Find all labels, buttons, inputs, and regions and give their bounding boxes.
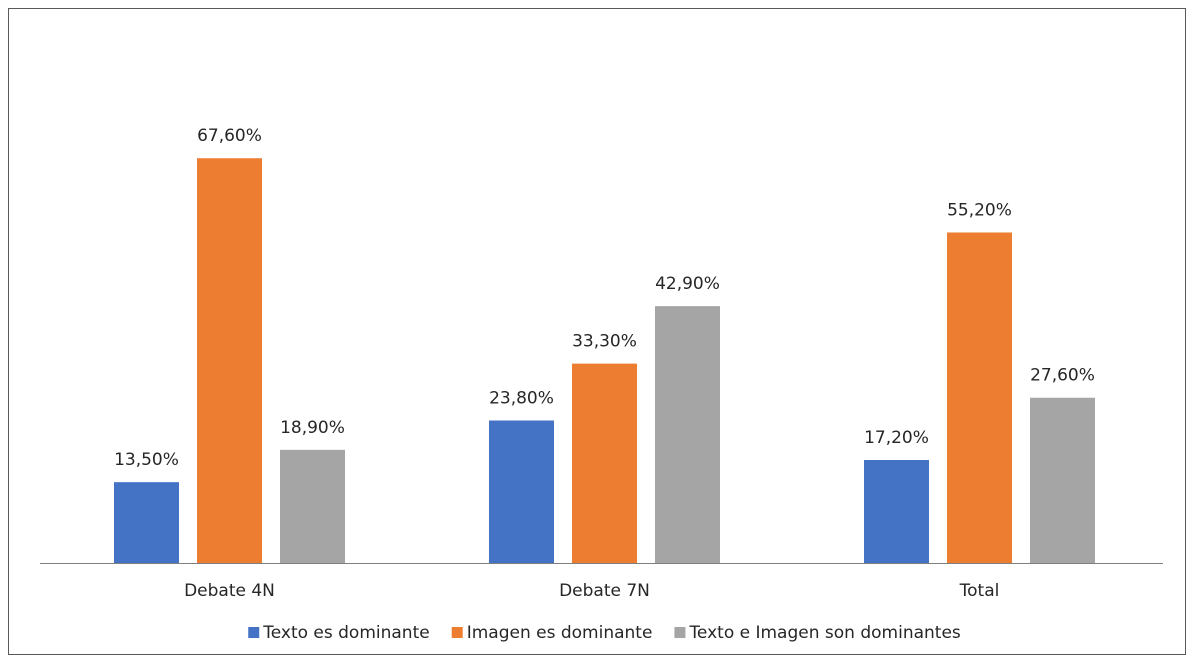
bar: [280, 449, 345, 563]
x-tick-label: Total: [959, 581, 1000, 601]
data-label: 67,60%: [197, 126, 262, 146]
legend-label: Texto es dominante: [262, 623, 429, 643]
data-label: 42,90%: [655, 274, 720, 294]
data-label: 18,90%: [280, 418, 345, 438]
data-label: 23,80%: [489, 388, 554, 408]
bar: [655, 306, 720, 563]
bar: [197, 158, 262, 563]
data-label: 13,50%: [114, 450, 179, 470]
x-tick-label: Debate 4N: [184, 581, 275, 601]
data-label: 27,60%: [1030, 366, 1095, 386]
bar: [864, 460, 929, 563]
legend-swatch: [674, 627, 686, 638]
data-label: 17,20%: [864, 428, 929, 448]
bar: [947, 232, 1012, 564]
data-label: 33,30%: [572, 332, 637, 352]
legend-label: Imagen es dominante: [467, 623, 653, 643]
bar: [114, 482, 179, 563]
legend-swatch: [451, 627, 463, 638]
bar: [489, 420, 554, 563]
x-tick-label: Debate 7N: [559, 581, 650, 601]
bar: [1030, 397, 1095, 563]
legend-label: Texto e Imagen son dominantes: [688, 623, 960, 643]
bar: [572, 363, 637, 563]
legend-swatch: [248, 627, 260, 638]
data-label: 55,20%: [947, 200, 1012, 220]
